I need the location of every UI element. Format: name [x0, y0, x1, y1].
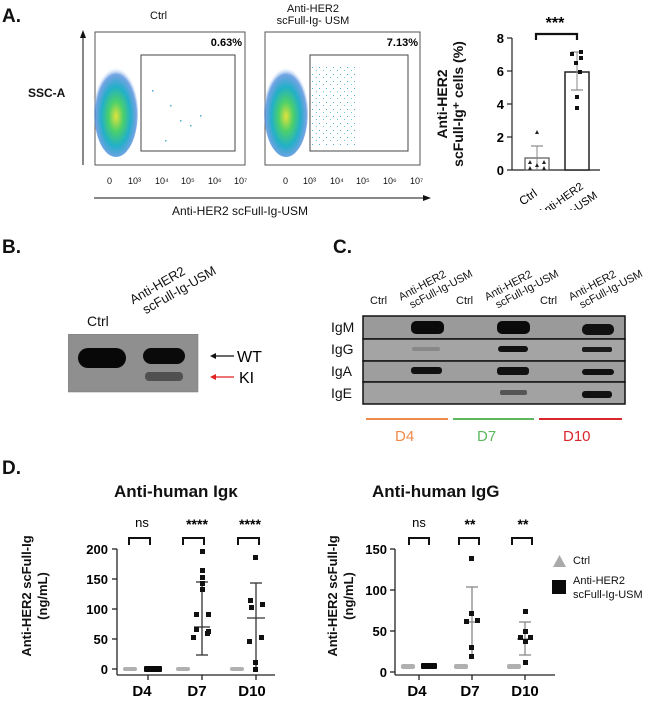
- igk-x-tick-d4: D4: [132, 683, 152, 699]
- igk-sig-d7: ****: [186, 516, 208, 532]
- flow-x-tick: 10⁶: [383, 176, 397, 186]
- igg-sig-d10: **: [518, 516, 529, 532]
- panel-b-label: B.: [2, 237, 21, 258]
- triangle-icon: [553, 555, 566, 567]
- bar-y-tick: 4: [497, 97, 505, 112]
- gel-c-day-d4: D4: [395, 428, 415, 445]
- igg-sig-d4: ns: [412, 515, 426, 530]
- igk-ylabel-line2: (ng/mL): [35, 572, 50, 620]
- flow-x-tick: 10³: [128, 176, 141, 186]
- gel-c-day-d10: D10: [563, 428, 591, 445]
- igg-ylabel-line1: Anti-HER2 scFull-Ig: [325, 535, 340, 657]
- flow-x-tick: 0: [283, 176, 288, 186]
- bar-y-tick: 0: [497, 163, 504, 178]
- igk-y-axis-label: Anti-HER2 scFull-Ig (ng/mL): [19, 491, 51, 701]
- flow-x-tick: 10⁵: [181, 176, 195, 186]
- gel-c-row-igm: IgM: [331, 319, 355, 335]
- legend-label-ctrl: Ctrl: [573, 555, 591, 567]
- panel-a-label: A.: [2, 6, 21, 27]
- flow-y-axis-label: SSC-A: [28, 86, 66, 100]
- flow-x-tick: 10⁵: [356, 176, 370, 186]
- igk-y-tick: 200: [86, 542, 108, 557]
- igk-ylabel-line1: Anti-HER2 scFull-Ig: [19, 535, 34, 657]
- gel-c-image: [362, 315, 626, 420]
- gel-c-row-iga: IgA: [331, 363, 353, 379]
- igg-x-tick-d7: D7: [460, 683, 479, 699]
- igk-sig-d10: ****: [239, 516, 261, 532]
- gel-c-day-d7: D7: [477, 428, 497, 445]
- flow-x-tick: 10⁴: [155, 176, 169, 186]
- igk-x-tick-d10: D10: [238, 683, 266, 699]
- igk-scatter-chart: ns **** **** 200 150 100 50 0 D4 D7 D10: [86, 515, 275, 699]
- bar-ylabel-line1: Anti-HER2: [434, 69, 450, 139]
- flow-x-tick: 0: [107, 176, 112, 186]
- flow-x-tick: 10⁷: [410, 176, 423, 186]
- legend-item-ctrl: Ctrl: [552, 552, 643, 570]
- flow-cytometry-plots: 0.63% 7.13% 0 10³ 10⁴ 10⁵ 10⁶ 10⁷ 0 10³ …: [80, 30, 431, 201]
- legend-label-treatment: Anti-HER2 scFull-Ig-USM: [573, 574, 643, 602]
- gel-c-lane-ctrl-d7: Ctrl: [456, 295, 474, 307]
- legend-item-treatment: Anti-HER2 scFull-Ig-USM: [552, 574, 643, 602]
- legend: Ctrl Anti-HER2 scFull-Ig-USM: [552, 552, 643, 602]
- igk-x-tick-d7: D7: [187, 683, 206, 699]
- igg-y-tick: 0: [380, 665, 387, 680]
- bar-y-axis-label: Anti-HER2 scFull-Ig⁺ cells (%): [427, 18, 469, 198]
- igk-y-tick: 0: [101, 662, 108, 677]
- gel-b-image: WT KI: [68, 334, 262, 393]
- igk-y-tick: 50: [94, 632, 108, 647]
- igg-y-tick: 100: [365, 583, 387, 598]
- gel-c-row-ige: IgE: [331, 385, 353, 401]
- flow-plot-1-title: Ctrl: [150, 10, 168, 22]
- square-icon: [552, 580, 566, 594]
- bar-y-tick: 2: [497, 130, 504, 145]
- igg-scatter-chart: ns ** ** 150 100 50 0 D4 D7 D10: [365, 515, 555, 699]
- bar-y-tick: 6: [497, 64, 504, 79]
- bar-y-tick: 8: [497, 31, 504, 46]
- flow-x-tick: 10⁴: [330, 176, 344, 186]
- flow-plot-2-title-line1: Anti-HER2: [287, 3, 339, 15]
- igk-y-tick: 100: [86, 602, 108, 617]
- gel-c-row-labels: IgM IgG IgA IgE: [331, 316, 354, 404]
- igk-y-tick: 150: [86, 572, 108, 587]
- gel-c-lane-ctrl-d4: Ctrl: [370, 295, 388, 307]
- bar-ylabel-line2: scFull-Ig⁺ cells (%): [450, 41, 466, 167]
- igg-y-axis-label: Anti-HER2 scFull-Ig (ng/mL): [325, 491, 357, 701]
- legend-label-treatment-line2: scFull-Ig-USM: [573, 589, 643, 601]
- flow-plot-2-title-line2: scFull-Ig- USM: [276, 15, 350, 27]
- flow-x-tick: 10³: [303, 176, 316, 186]
- percent-bar-chart: *** 8 6 4 2 0 Ctrl Anti-HER2 scFull-Ig-U…: [497, 15, 600, 210]
- legend-label-treatment-line1: Anti-HER2: [573, 575, 625, 587]
- flow-plot-2-gate-percent: 7.13%: [387, 37, 418, 49]
- bar-x-label-ctrl: Ctrl: [516, 186, 539, 208]
- flow-plot-2-title: Anti-HER2 scFull-Ig- USM: [268, 3, 358, 27]
- flow-plot-1-gate-percent: 0.63%: [211, 37, 242, 49]
- gel-b-lane-ctrl: Ctrl: [87, 313, 109, 329]
- flow-x-tick: 10⁷: [234, 176, 247, 186]
- igg-chart-title: Anti-human IgG: [372, 482, 500, 501]
- igg-x-tick-d10: D10: [511, 683, 539, 699]
- bar-significance: ***: [546, 15, 565, 32]
- igk-chart-title: Anti-human Igκ: [114, 482, 238, 501]
- panel-c-label: C.: [333, 237, 352, 258]
- gel-b-ki-label: KI: [239, 370, 254, 387]
- igk-sig-d4: ns: [135, 515, 149, 530]
- igg-x-tick-d4: D4: [407, 683, 427, 699]
- gel-b-lane-treatment: Anti-HER2 scFull-Ig-USM: [127, 250, 219, 320]
- gel-c-lane-ctrl-d10: Ctrl: [540, 295, 558, 307]
- gel-c-lane-treat-d10: Anti-HER2 scFull-Ig-USM: [567, 257, 645, 314]
- igg-y-tick: 50: [373, 624, 387, 639]
- igg-sig-d7: **: [465, 516, 476, 532]
- gel-b-wt-label: WT: [237, 349, 262, 366]
- igg-y-tick: 150: [365, 542, 387, 557]
- gel-c-row-igg: IgG: [331, 341, 354, 357]
- flow-x-tick: 10⁶: [208, 176, 222, 186]
- panel-d-label: D.: [2, 458, 21, 479]
- flow-x-axis-label: Anti-HER2 scFull-Ig-USM: [172, 204, 309, 218]
